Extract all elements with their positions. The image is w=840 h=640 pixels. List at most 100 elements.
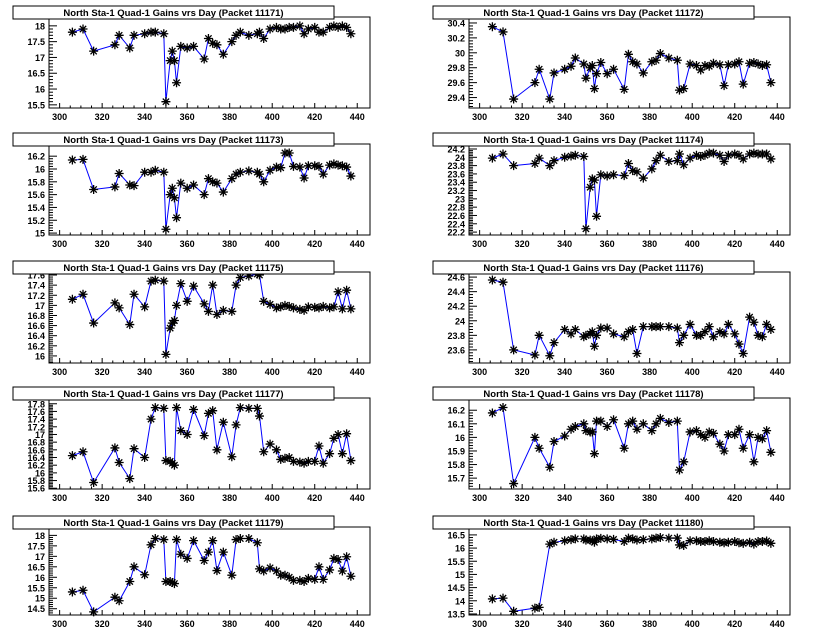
y-tick-label: 16 bbox=[35, 351, 45, 361]
chart-panel: 300 320 340 360 380 400 420 44015.615.81616.216… bbox=[12, 386, 371, 503]
data-point bbox=[589, 449, 599, 459]
data-point bbox=[150, 534, 160, 544]
data-point bbox=[325, 303, 335, 313]
data-point bbox=[530, 432, 540, 442]
x-tick-label: 380 bbox=[222, 112, 237, 122]
x-tick-label: 380 bbox=[222, 493, 237, 503]
data-point bbox=[651, 156, 661, 166]
data-point bbox=[318, 574, 328, 584]
data-point bbox=[664, 53, 674, 63]
x-tick-label: 440 bbox=[770, 239, 785, 249]
x-tick-label: 320 bbox=[515, 239, 530, 249]
data-point bbox=[329, 302, 339, 312]
data-point bbox=[730, 430, 740, 440]
data-point bbox=[545, 462, 555, 472]
plot-frame bbox=[48, 271, 371, 364]
data-point bbox=[549, 537, 559, 547]
y-tick-label: 16.6 bbox=[27, 321, 45, 331]
data-point bbox=[623, 159, 633, 169]
data-point bbox=[299, 576, 309, 586]
x-tick-label: 400 bbox=[685, 367, 700, 377]
data-point bbox=[199, 190, 209, 200]
data-point bbox=[129, 181, 139, 191]
data-point bbox=[227, 37, 237, 47]
data-point bbox=[310, 22, 320, 32]
x-tick-label: 320 bbox=[95, 619, 110, 629]
data-point bbox=[674, 149, 684, 159]
data-point bbox=[284, 301, 294, 311]
data-point bbox=[337, 304, 347, 314]
chart-title: North Sta-1 Quad-1 Gains vrs Day (Packet… bbox=[483, 135, 703, 146]
x-tick-label: 420 bbox=[307, 493, 322, 503]
data-point bbox=[110, 40, 120, 50]
x-tick-label: 300 bbox=[472, 367, 487, 377]
data-point bbox=[325, 160, 335, 170]
data-point bbox=[762, 319, 772, 329]
data-point bbox=[89, 46, 99, 56]
y-tick-label: 17.2 bbox=[27, 291, 45, 301]
title-box bbox=[432, 5, 755, 20]
data-point bbox=[566, 424, 576, 434]
data-point bbox=[762, 426, 772, 436]
data-point bbox=[628, 416, 638, 426]
data-point bbox=[560, 431, 570, 441]
data-point bbox=[110, 298, 120, 308]
data-point bbox=[753, 432, 763, 442]
data-point bbox=[325, 449, 335, 459]
data-point bbox=[140, 167, 150, 177]
data-point bbox=[310, 456, 320, 466]
data-point bbox=[303, 573, 313, 583]
data-point bbox=[265, 439, 275, 449]
y-tick-label: 17 bbox=[35, 53, 45, 63]
y-tick-label: 30 bbox=[455, 48, 465, 58]
data-point bbox=[566, 535, 576, 545]
data-point bbox=[581, 330, 591, 340]
data-point bbox=[723, 150, 733, 160]
title-box bbox=[432, 515, 755, 530]
data-point bbox=[67, 451, 77, 461]
data-point bbox=[638, 322, 648, 332]
data-point bbox=[738, 538, 748, 548]
y-tick-label: 29.4 bbox=[447, 93, 465, 103]
data-point bbox=[509, 161, 519, 171]
plot-frame bbox=[468, 271, 791, 364]
y-tick-label: 16 bbox=[35, 573, 45, 583]
y-tick-label: 16.4 bbox=[27, 331, 45, 341]
data-point bbox=[318, 301, 328, 311]
chart-panel: 300 320 340 360 380 400 420 440 15.7 15.8 15.9 16 16… bbox=[432, 386, 791, 503]
y-tick-label: 23.4 bbox=[447, 178, 465, 188]
data-point bbox=[674, 465, 684, 475]
x-tick-label: 300 bbox=[52, 112, 67, 122]
data-point bbox=[125, 43, 135, 53]
data-point bbox=[545, 161, 555, 171]
data-point bbox=[333, 554, 343, 564]
data-point bbox=[78, 24, 88, 34]
y-tick-label: 18 bbox=[35, 531, 45, 541]
data-point bbox=[545, 539, 555, 549]
chart-panel: 300 320 340 360 380 400 420 440 14.51515.51616.5… bbox=[12, 515, 371, 629]
data-point bbox=[757, 332, 767, 342]
data-point bbox=[632, 535, 642, 545]
data-point bbox=[182, 553, 192, 563]
data-point bbox=[346, 456, 356, 466]
data-point bbox=[280, 453, 290, 463]
data-point bbox=[161, 224, 171, 234]
data-point bbox=[231, 280, 241, 290]
data-point bbox=[596, 416, 606, 426]
data-point bbox=[691, 426, 701, 436]
data-point bbox=[560, 536, 570, 546]
data-point bbox=[114, 168, 124, 178]
data-point bbox=[534, 330, 544, 340]
data-point bbox=[708, 428, 718, 438]
x-tick-label: 360 bbox=[600, 112, 615, 122]
data-point bbox=[602, 69, 612, 79]
data-point bbox=[244, 403, 254, 413]
data-point bbox=[609, 329, 619, 339]
data-point bbox=[182, 183, 192, 193]
y-tick-label: 16.8 bbox=[27, 311, 45, 321]
data-point bbox=[89, 185, 99, 194]
data-point bbox=[628, 325, 638, 335]
title-box bbox=[432, 386, 755, 401]
data-point bbox=[346, 29, 356, 39]
